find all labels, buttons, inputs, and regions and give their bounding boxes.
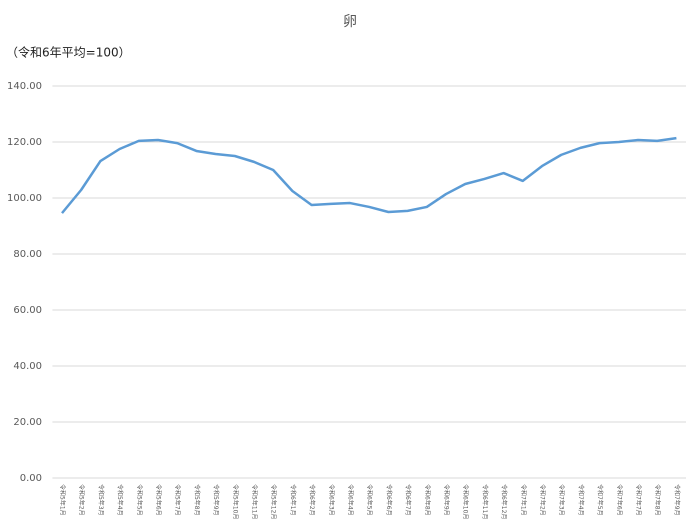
x-tick-label: 令和5年2月 — [78, 484, 86, 516]
y-tick-label: 60.00 — [13, 305, 42, 316]
y-tick-label: 140.00 — [7, 81, 42, 92]
x-tick-label: 令和7年7月 — [635, 484, 643, 516]
y-tick-label: 20.00 — [13, 417, 42, 428]
x-tick-label: 令和7年2月 — [539, 484, 547, 516]
x-tick-label: 令和5年9月 — [212, 484, 220, 516]
x-tick-label: 令和5年8月 — [193, 484, 201, 516]
x-tick-label: 令和7年9月 — [673, 484, 681, 516]
x-tick-label: 令和5年12月 — [270, 484, 278, 519]
x-tick-label: 令和6年4月 — [347, 484, 355, 516]
x-tick-label: 令和6年11月 — [481, 484, 489, 519]
x-tick-label: 令和6年6月 — [385, 484, 393, 516]
chart-title: 卵 — [343, 14, 357, 30]
x-tick-label: 令和5年6月 — [155, 484, 163, 516]
x-tick-label: 令和7年8月 — [654, 484, 662, 516]
x-tick-label: 令和6年5月 — [366, 484, 374, 516]
x-tick-label: 令和6年9月 — [443, 484, 451, 516]
x-tick-label: 令和7年5月 — [596, 484, 604, 516]
x-tick-label: 令和5年7月 — [174, 484, 182, 516]
x-tick-label: 令和5年10月 — [231, 484, 239, 519]
x-tick-label: 令和6年12月 — [500, 484, 508, 519]
x-tick-label: 令和7年3月 — [558, 484, 566, 516]
x-tick-label: 令和6年8月 — [423, 484, 431, 516]
x-tick-label: 令和6年10月 — [462, 484, 470, 519]
x-tick-label: 令和6年2月 — [308, 484, 316, 516]
x-tick-label: 令和5年3月 — [97, 484, 105, 516]
y-tick-label: 80.00 — [13, 249, 42, 260]
chart-subtitle: （令和6年平均=100） — [6, 45, 131, 60]
y-tick-label: 0.00 — [20, 473, 42, 484]
y-tick-label: 100.00 — [7, 193, 42, 204]
x-tick-label: 令和5年4月 — [116, 484, 124, 516]
x-tick-label: 令和5年1月 — [59, 484, 67, 516]
x-tick-label: 令和5年11月 — [251, 484, 259, 519]
x-tick-label: 令和7年4月 — [577, 484, 585, 516]
y-tick-label: 40.00 — [13, 361, 42, 372]
x-tick-label: 令和7年1月 — [519, 484, 527, 516]
x-tick-label: 令和5年5月 — [135, 484, 143, 516]
series-line — [61, 136, 677, 214]
x-tick-label: 令和6年3月 — [327, 484, 335, 516]
x-tick-label: 令和7年6月 — [615, 484, 623, 516]
y-tick-label: 120.00 — [7, 137, 42, 148]
x-tick-label: 令和6年7月 — [404, 484, 412, 516]
x-tick-label: 令和6年1月 — [289, 484, 297, 516]
